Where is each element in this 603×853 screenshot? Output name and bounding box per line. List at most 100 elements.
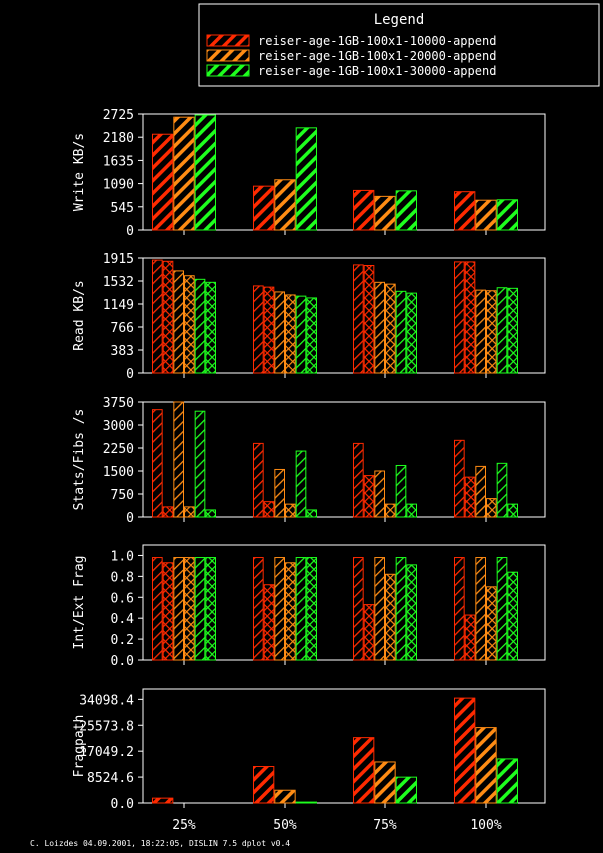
plot-frame: [142, 544, 546, 661]
bar: [253, 442, 264, 518]
bar: [374, 281, 386, 374]
bar: [454, 191, 476, 231]
plot-frame: [142, 113, 546, 231]
bar: [152, 259, 163, 374]
x-category-label: 100%: [470, 818, 501, 833]
bar: [162, 562, 174, 661]
y-tick-label: 34098.4: [79, 693, 134, 708]
chart-panel: 0.0 0.2 0.4 0.6 0.8 1.0 Int/Ext Frag: [72, 544, 546, 669]
bar: [295, 801, 317, 804]
bar: [184, 506, 195, 518]
bar: [306, 509, 318, 518]
bar: [385, 573, 396, 661]
legend-entry-label: reiser-age-1GB-100x1-10000-append: [258, 34, 496, 48]
y-tick-label: 0: [126, 511, 134, 526]
bar: [475, 557, 487, 661]
bar: [406, 503, 418, 518]
y-axis-label: Fragpath: [72, 715, 87, 778]
bar: [152, 133, 174, 231]
bar: [374, 761, 396, 804]
bar: [496, 287, 508, 374]
bar: [385, 283, 396, 374]
x-category-label: 25%: [172, 818, 196, 833]
bar: [253, 766, 275, 804]
y-tick-label: 0.4: [111, 612, 135, 627]
bar: [173, 116, 195, 231]
plot-frame: [142, 688, 546, 804]
y-tick-label: 2725: [103, 108, 134, 123]
y-tick-label: 17049.2: [79, 745, 134, 760]
y-tick-label: 0: [126, 224, 134, 239]
bar: [152, 557, 163, 661]
bar: [285, 503, 296, 518]
y-tick-label: 383: [111, 344, 134, 359]
bar: [475, 289, 487, 374]
y-tick-label: 0.6: [111, 591, 134, 606]
bar: [263, 286, 275, 374]
bar: [263, 584, 275, 661]
y-tick-label: 545: [111, 201, 134, 216]
bar: [374, 470, 386, 518]
bar: [395, 776, 417, 804]
bar: [385, 503, 396, 518]
y-axis-label: Int/Ext Frag: [72, 556, 87, 650]
bar: [173, 401, 184, 518]
bar: [486, 498, 497, 518]
plot-frame: [142, 401, 546, 518]
y-axis-label: Stats/Fibs /s: [72, 409, 87, 511]
bar: [496, 462, 508, 518]
y-tick-label: 8524.6: [87, 771, 134, 786]
y-tick-label: 0: [126, 367, 134, 382]
y-tick-label: 1149: [103, 298, 134, 313]
bar: [454, 439, 465, 518]
bar: [454, 261, 465, 374]
y-axis-label: Write KB/s: [72, 133, 87, 211]
bar: [173, 270, 184, 374]
bar: [152, 409, 163, 518]
y-tick-label: 0.8: [111, 570, 134, 585]
bar: [353, 189, 375, 231]
bar: [194, 410, 206, 518]
bar: [194, 278, 206, 374]
bar: [295, 295, 307, 374]
bar: [475, 727, 497, 804]
bar: [395, 557, 407, 661]
bar: [274, 557, 286, 661]
y-tick-label: 25573.8: [79, 719, 134, 734]
y-tick-label: 1532: [103, 275, 134, 290]
bar: [496, 199, 518, 231]
bar: [184, 275, 195, 374]
chart-panel: 0 383 766 1149 1532 1915 Read KB/s: [72, 252, 546, 382]
bar: [285, 562, 296, 661]
bar: [184, 557, 195, 661]
legend-entry-label: reiser-age-1GB-100x1-20000-append: [258, 49, 496, 63]
legend-swatch: [206, 34, 250, 47]
bar: [363, 604, 375, 661]
bar: [464, 614, 476, 661]
bar: [295, 127, 317, 231]
bar: [395, 464, 407, 518]
y-tick-label: 0.0: [111, 797, 134, 812]
bar: [464, 261, 476, 374]
bar: [306, 297, 318, 374]
bar: [363, 265, 375, 374]
chart-panel: 0.0 8524.6 17049.2 25573.8 34098.4 Fragpath: [72, 688, 546, 812]
bar: [454, 557, 465, 661]
y-tick-label: 1635: [103, 154, 134, 169]
bar: [295, 557, 307, 661]
bar: [285, 294, 296, 374]
bar: [162, 506, 174, 518]
y-tick-label: 0.0: [111, 654, 134, 669]
bar: [395, 190, 417, 231]
bar: [274, 789, 296, 804]
bar: [406, 292, 418, 374]
bar: [507, 503, 519, 518]
legend-swatch: [206, 64, 250, 77]
bar: [295, 450, 307, 518]
legend-title: Legend: [374, 12, 425, 28]
bar: [173, 557, 184, 661]
legend-swatch: [206, 49, 250, 62]
bar: [253, 557, 264, 661]
y-tick-label: 2180: [103, 131, 134, 146]
x-category-label: 50%: [273, 818, 297, 833]
